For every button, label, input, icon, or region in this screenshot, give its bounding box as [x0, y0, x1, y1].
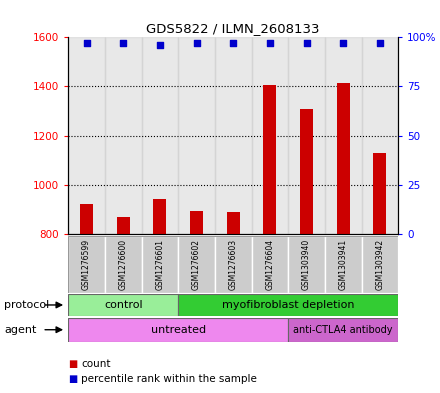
Text: GSM1276601: GSM1276601: [155, 239, 165, 290]
Point: [156, 42, 163, 48]
Bar: [337, 83, 350, 234]
Text: protocol: protocol: [4, 300, 50, 310]
Text: percentile rank within the sample: percentile rank within the sample: [81, 374, 257, 384]
Bar: [325, 236, 362, 293]
Text: GSM1276603: GSM1276603: [229, 239, 238, 290]
Text: ■: ■: [68, 374, 77, 384]
Text: GSM1276602: GSM1276602: [192, 239, 201, 290]
Bar: [288, 318, 398, 342]
Bar: [154, 199, 166, 234]
Point: [266, 40, 273, 46]
Text: ■: ■: [68, 358, 77, 369]
Bar: [190, 211, 203, 234]
Bar: [300, 108, 313, 234]
Text: GSM1276604: GSM1276604: [265, 239, 275, 290]
Bar: [105, 236, 142, 293]
Bar: [105, 37, 142, 234]
Bar: [252, 37, 288, 234]
Bar: [142, 236, 178, 293]
Text: myofibroblast depletion: myofibroblast depletion: [222, 300, 355, 310]
Bar: [178, 37, 215, 234]
Bar: [215, 37, 252, 234]
Bar: [178, 294, 398, 316]
Bar: [264, 85, 276, 234]
Text: count: count: [81, 358, 111, 369]
Point: [193, 40, 200, 46]
Bar: [362, 236, 398, 293]
Bar: [68, 37, 105, 234]
Point: [340, 40, 347, 46]
Point: [120, 40, 127, 46]
Bar: [227, 212, 240, 234]
Bar: [142, 37, 178, 234]
Point: [83, 40, 90, 46]
Point: [376, 40, 383, 46]
Bar: [80, 204, 93, 234]
Text: GSM1276599: GSM1276599: [82, 239, 91, 290]
Bar: [68, 318, 288, 342]
Text: GSM1303942: GSM1303942: [375, 239, 385, 290]
Bar: [68, 294, 178, 316]
Title: GDS5822 / ILMN_2608133: GDS5822 / ILMN_2608133: [147, 22, 320, 35]
Text: GSM1303940: GSM1303940: [302, 239, 311, 290]
Bar: [68, 236, 105, 293]
Bar: [288, 236, 325, 293]
Bar: [288, 37, 325, 234]
Text: control: control: [104, 300, 143, 310]
Bar: [362, 37, 398, 234]
Point: [303, 40, 310, 46]
Bar: [374, 153, 386, 234]
Bar: [252, 236, 288, 293]
Bar: [215, 236, 252, 293]
Text: GSM1276600: GSM1276600: [119, 239, 128, 290]
Text: agent: agent: [4, 325, 37, 335]
Bar: [117, 217, 130, 234]
Text: untreated: untreated: [150, 325, 206, 335]
Point: [230, 40, 237, 46]
Bar: [178, 236, 215, 293]
Bar: [325, 37, 362, 234]
Text: GSM1303941: GSM1303941: [339, 239, 348, 290]
Text: anti-CTLA4 antibody: anti-CTLA4 antibody: [293, 325, 393, 335]
